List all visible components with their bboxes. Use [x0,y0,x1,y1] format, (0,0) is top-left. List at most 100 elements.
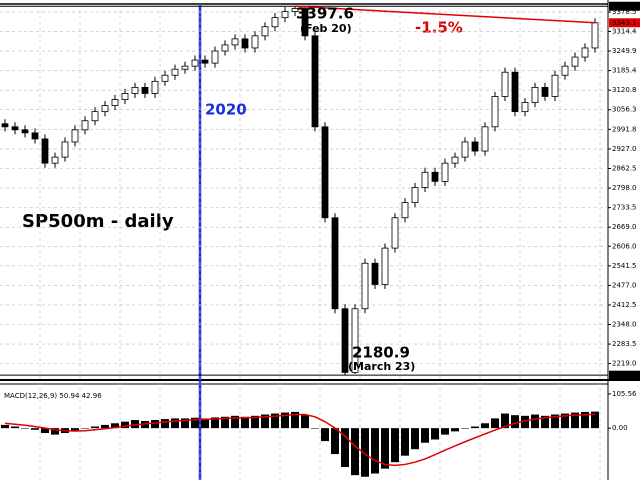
candle-body [401,202,409,219]
candle-body [301,8,309,37]
y-tick-label: 3056.3 [612,106,637,114]
candle-body [11,126,19,131]
macd-bar [551,414,559,429]
y-tick-label: 105.56 [612,390,637,398]
candle-body [151,80,159,94]
macd-bar [201,418,209,429]
candle-body [371,262,379,285]
y-tick-label: 3314.4 [612,27,637,35]
signal-line [4,413,596,467]
macd-bar [291,411,299,429]
y-tick-label: 2606.0 [612,242,637,250]
macd-bar [331,428,339,455]
candle-body [251,35,259,49]
macd-bar [81,428,89,429]
change-line [294,5,596,24]
candle-body [551,74,559,97]
y-tick-label: 2733.5 [612,204,637,212]
macd-bar [441,428,449,435]
candle-body [281,11,289,19]
macd-bar [211,417,219,429]
y-tick-label: 2283.5 [612,340,637,348]
candle-body [431,171,439,182]
macd-bar [251,415,259,429]
macd-bar [371,428,379,474]
macd-bar [241,416,249,429]
candle-body [451,156,459,164]
macd-bar [271,413,279,429]
macd-bar [111,423,119,429]
macd-bar [381,428,389,469]
y-tick-label: 3185.4 [612,67,637,75]
macd-bar [521,415,529,429]
candle-body [361,262,369,310]
candle-body [41,138,49,164]
candle-body [161,74,169,82]
macd-bar [261,414,269,429]
y-tick-label: 3249.9 [612,47,637,55]
y-tick-label: 3378.5 [612,8,637,16]
candle-body [491,96,499,128]
macd-bar [471,426,479,429]
macd-bar [591,411,599,429]
macd-bar [341,428,349,468]
candle-body [81,120,89,131]
macd-bar [41,428,49,433]
candle-body [231,38,239,46]
candle-body [531,86,539,103]
macd-bar [451,428,459,432]
y-tick-label: 2348.0 [612,321,637,329]
y-tick-label: 2798.0 [612,184,637,192]
candle-body [271,17,279,28]
trough-date: (March 23) [348,360,415,373]
candle-body [441,162,449,182]
y-tick-label: 3120.8 [612,86,637,94]
candle-body [291,8,299,12]
candle-body [511,71,519,113]
macd-bar [391,428,399,463]
candle-body [391,217,399,249]
price-tag-label: 3397.6 [612,2,637,10]
candle-body [61,141,69,158]
y-tick-label: 2541.5 [612,262,637,270]
candle-body [321,126,329,219]
y-tick-label: 2927.0 [612,145,637,153]
candle-body [1,123,9,128]
candle-body [221,44,229,52]
y-tick-label: 2669.0 [612,223,637,231]
y-tick-label: 2477.0 [612,281,637,289]
macd-bar [191,417,199,429]
candle-body [91,111,99,122]
candle-body [131,86,139,94]
candle-body [261,26,269,37]
macd-title: MACD(12,26,9) 50.94 42.96 [4,392,102,400]
macd-bar [131,420,139,429]
candle-body [241,38,249,49]
year-label: 2020 [205,101,247,119]
macd-bar [411,428,419,450]
y-tick-label: 2219.0 [612,360,637,368]
candle-body [31,132,39,140]
price-tag [609,18,640,28]
candle-body [191,59,199,67]
macd-bar [301,415,309,429]
candle-body [141,86,149,94]
macd-bar [541,415,549,429]
candle-body [51,156,59,164]
price-tag [609,1,640,11]
candle-body [581,47,589,58]
candle-body [341,308,349,373]
macd-bar [351,428,359,476]
price-tag-label: 3343.1 [612,19,637,27]
macd-bar [31,428,39,430]
macd-bar [91,426,99,429]
candle-body [311,35,319,128]
candle-body [421,171,429,188]
symbol-label: SP500m - daily [22,211,174,232]
candle-body [331,217,339,310]
macd-bar [561,413,569,429]
trough-label: 2180.9 [352,344,410,362]
macd-bar [181,418,189,429]
macd-bar [321,428,329,442]
